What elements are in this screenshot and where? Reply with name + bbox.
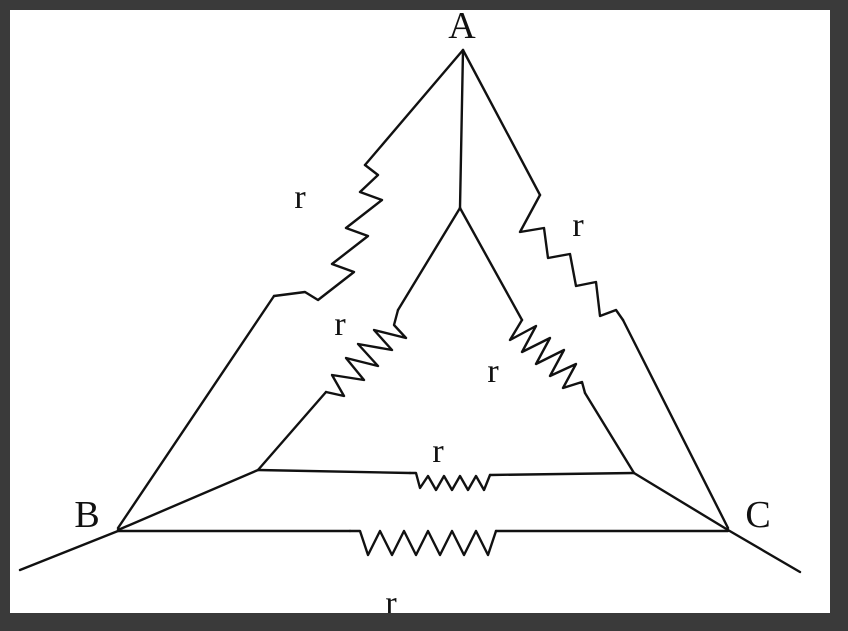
wire-resistor-right-to-inner-right	[583, 391, 636, 475]
wire-resistor-left-to-inner-left	[256, 390, 328, 472]
wire-inner-top-to-resistor-left	[396, 206, 462, 312]
resistor-label-inner-bottom: r	[432, 433, 444, 470]
wire-a-to-resistor-ac	[461, 48, 542, 197]
resistor-label-outer-ac: r	[572, 207, 584, 244]
circuit-diagram: A B C	[18, 10, 802, 613]
node-label-b: B	[74, 494, 99, 536]
resistor-outer-bc	[348, 529, 498, 557]
wire-resistor-ab-to-b	[116, 294, 276, 530]
outer-triangle	[116, 48, 730, 533]
wire-b-to-inner-left	[116, 468, 260, 532]
node-label-c: C	[745, 494, 770, 536]
resistor-inner-right	[508, 318, 587, 395]
node-label-a: A	[448, 10, 476, 47]
inner-network	[18, 48, 802, 574]
resistor-label-outer-ab: r	[294, 179, 306, 216]
diagram-panel: A B C	[10, 10, 830, 613]
resistor-inner-left	[324, 308, 408, 398]
wire-inner-left-to-resistor-bottom	[256, 468, 412, 475]
wire-a-to-resistor-ab	[363, 48, 465, 167]
resistor-label-inner-left: r	[334, 306, 346, 343]
resistor-inner-bottom	[408, 471, 492, 492]
wire-c-external-lead	[726, 528, 802, 574]
resistor-label-outer-bc: r	[385, 585, 397, 613]
wire-a-to-inner-top	[458, 48, 465, 210]
wire-resistor-bottom-to-inner-right	[488, 471, 636, 477]
resistor-label-inner-right: r	[487, 353, 499, 390]
wire-resistor-ac-to-c	[621, 318, 730, 530]
resistor-outer-ab	[272, 163, 384, 302]
wire-c-to-inner-right	[632, 471, 730, 532]
resistor-outer-ac	[518, 193, 625, 322]
wire-inner-top-to-resistor-right	[458, 206, 524, 322]
wire-b-external-lead	[18, 529, 120, 572]
